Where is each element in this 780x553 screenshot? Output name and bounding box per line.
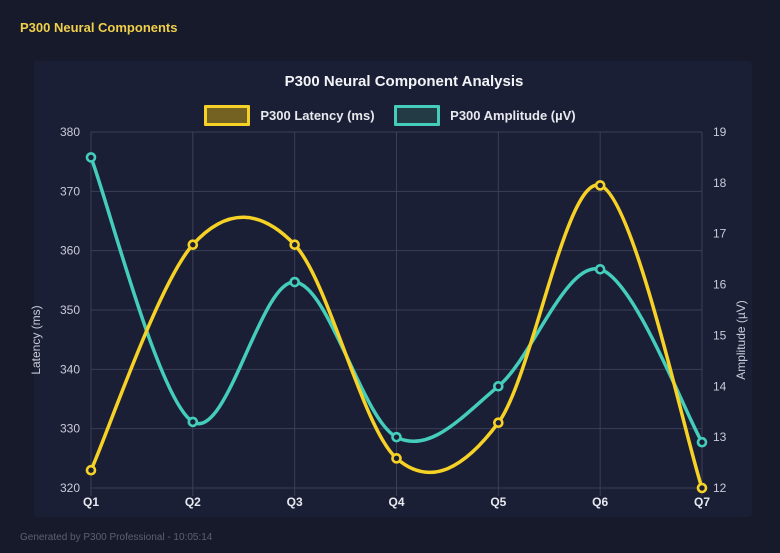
svg-text:Latency (ms): Latency (ms) — [29, 305, 43, 374]
svg-text:Q5: Q5 — [490, 495, 506, 509]
svg-text:330: 330 — [60, 422, 80, 436]
svg-text:13: 13 — [713, 430, 727, 444]
svg-text:Q3: Q3 — [287, 495, 303, 509]
svg-text:Q1: Q1 — [83, 495, 99, 509]
svg-text:Q6: Q6 — [592, 495, 608, 509]
svg-text:320: 320 — [60, 481, 80, 495]
svg-text:370: 370 — [60, 184, 80, 198]
svg-text:16: 16 — [713, 278, 727, 292]
svg-text:380: 380 — [60, 125, 80, 139]
svg-text:360: 360 — [60, 244, 80, 258]
svg-text:350: 350 — [60, 303, 80, 317]
svg-text:340: 340 — [60, 362, 80, 376]
svg-text:Amplitude (µV): Amplitude (µV) — [734, 300, 748, 380]
svg-text:17: 17 — [713, 227, 727, 241]
svg-text:Q4: Q4 — [388, 495, 404, 509]
svg-text:14: 14 — [713, 379, 727, 393]
svg-text:Q2: Q2 — [185, 495, 201, 509]
svg-text:15: 15 — [713, 328, 727, 342]
svg-text:18: 18 — [713, 176, 727, 190]
svg-text:19: 19 — [713, 125, 727, 139]
svg-text:Q7: Q7 — [694, 495, 710, 509]
svg-text:12: 12 — [713, 481, 727, 495]
